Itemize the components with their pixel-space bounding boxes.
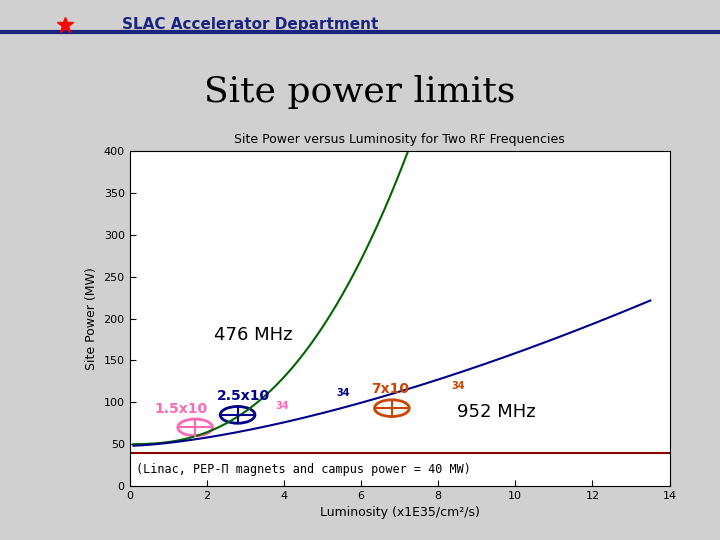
- Y-axis label: Site Power (MW): Site Power (MW): [85, 267, 98, 370]
- Text: Site power limits: Site power limits: [204, 75, 516, 109]
- Text: 2.5x10: 2.5x10: [217, 389, 269, 403]
- X-axis label: Luminosity (x1E35/cm²/s): Luminosity (x1E35/cm²/s): [320, 507, 480, 519]
- Text: 34: 34: [337, 388, 350, 397]
- Text: 34: 34: [275, 401, 289, 411]
- Text: 952 MHz: 952 MHz: [457, 402, 536, 421]
- Text: 476 MHz: 476 MHz: [215, 326, 293, 343]
- Title: Site Power versus Luminosity for Two RF Frequencies: Site Power versus Luminosity for Two RF …: [234, 133, 565, 146]
- Text: 7x10: 7x10: [371, 382, 409, 396]
- Text: 1.5x10: 1.5x10: [155, 402, 208, 416]
- Text: (Linac, PEP-Π magnets and campus power = 40 MW): (Linac, PEP-Π magnets and campus power =…: [136, 463, 471, 476]
- Text: 34: 34: [451, 381, 464, 391]
- Text: SLAC Accelerator Department: SLAC Accelerator Department: [122, 17, 379, 32]
